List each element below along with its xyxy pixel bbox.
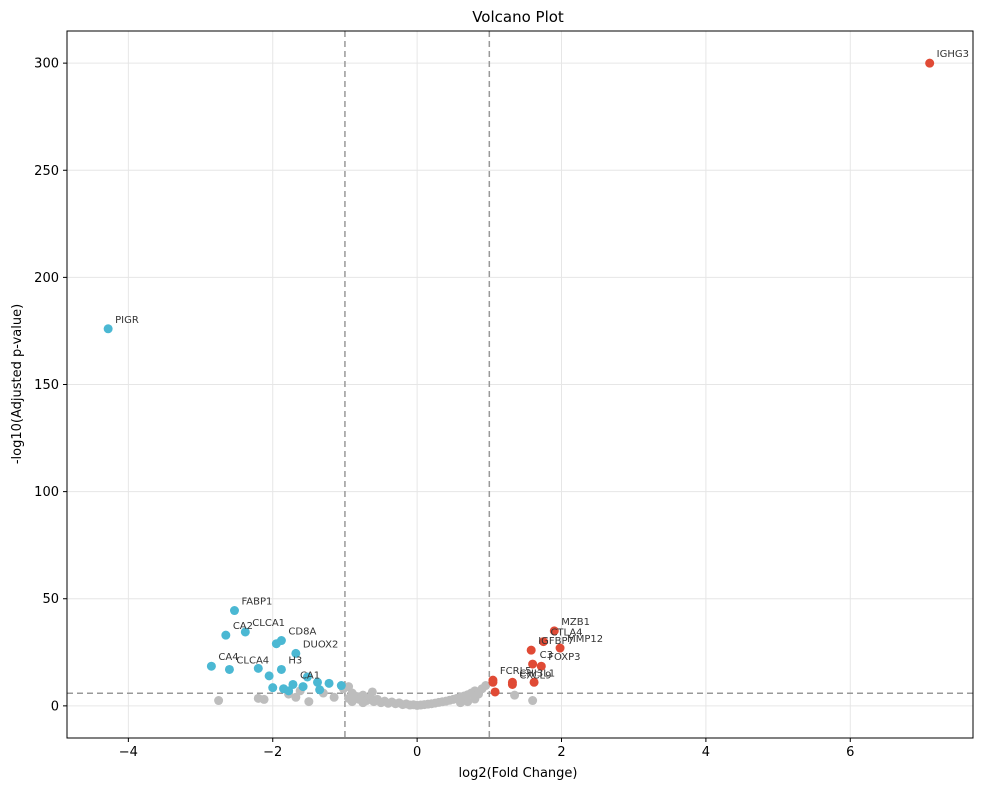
down-gene-point bbox=[284, 686, 294, 696]
ns-gene-point bbox=[291, 692, 301, 702]
down-gene-point bbox=[276, 664, 286, 674]
down-gene-point bbox=[298, 682, 308, 692]
up-gene-point bbox=[549, 626, 559, 636]
up-gene-point bbox=[528, 659, 538, 669]
ns-gene-point bbox=[304, 697, 314, 707]
x-axis-ticks: −4 −2 0 2 4 6 bbox=[119, 738, 854, 760]
ns-gene-point bbox=[463, 697, 473, 707]
ns-gene-point bbox=[470, 694, 480, 704]
down-gene-point bbox=[224, 664, 234, 674]
gene-label: CA2 bbox=[233, 621, 253, 632]
down-gene-point bbox=[240, 627, 250, 637]
x-axis-label: log2(Fold Change) bbox=[459, 766, 578, 781]
y-tick-label: 100 bbox=[34, 485, 59, 500]
down-gene-point bbox=[288, 679, 298, 689]
gene-label: CA1 bbox=[300, 670, 320, 681]
ns-gene-point bbox=[367, 687, 377, 697]
up-gene-point bbox=[488, 677, 498, 687]
down-gene-point bbox=[268, 683, 278, 693]
down-gene-point bbox=[103, 324, 113, 334]
gene-label: CLCA4 bbox=[236, 655, 269, 666]
gene-label: DUOX2 bbox=[303, 639, 338, 650]
threshold-lines bbox=[67, 31, 973, 738]
up-gene-point bbox=[925, 58, 935, 68]
down-gene-point bbox=[336, 681, 346, 691]
gene-label: H3 bbox=[288, 655, 302, 666]
y-tick-label: 150 bbox=[34, 378, 59, 393]
y-tick-label: 200 bbox=[34, 271, 59, 286]
gene-label: IGFBP7 bbox=[538, 636, 574, 647]
x-tick-label: 2 bbox=[557, 745, 565, 760]
up-gene-point bbox=[555, 643, 565, 653]
ns-gene-point bbox=[528, 696, 538, 706]
up-gene-point bbox=[526, 645, 536, 655]
up-gene-point bbox=[529, 677, 539, 687]
down-gene-point bbox=[271, 639, 281, 649]
ns-gene-point bbox=[358, 698, 368, 708]
gene-label: CTLA4 bbox=[550, 628, 582, 639]
down-gene-point bbox=[324, 678, 334, 688]
gene-label: FCRL5 bbox=[500, 666, 532, 677]
gene-label: CXCL9 bbox=[519, 670, 551, 681]
x-tick-label: 4 bbox=[702, 745, 710, 760]
down-gene-point bbox=[221, 630, 231, 640]
gene-label: IGHG3 bbox=[937, 49, 969, 60]
gene-label: MMP12 bbox=[567, 634, 603, 645]
gene-label: FABP1 bbox=[241, 597, 272, 608]
y-tick-label: 0 bbox=[51, 699, 59, 714]
gene-label: PIGR bbox=[115, 315, 139, 326]
down-gene-point bbox=[315, 685, 325, 695]
ns-gene-point bbox=[455, 698, 465, 708]
gene-label: CLCA1 bbox=[252, 618, 285, 629]
x-tick-label: 6 bbox=[846, 745, 854, 760]
gene-label: CD8A bbox=[288, 627, 316, 638]
gene-label: CHI3L1 bbox=[519, 668, 555, 679]
down-gene-point bbox=[206, 661, 216, 671]
y-tick-label: 250 bbox=[34, 164, 59, 179]
ns-gene-point bbox=[259, 694, 269, 704]
gene-label: C3 bbox=[540, 650, 553, 661]
ns-gene-point bbox=[329, 692, 339, 702]
chart-title: Volcano Plot bbox=[472, 8, 564, 26]
ns-gene-point bbox=[481, 681, 491, 691]
up-gene-point bbox=[536, 661, 546, 671]
y-axis-label: -log10(Adjusted p-value) bbox=[10, 304, 25, 464]
ns-gene-point bbox=[344, 693, 354, 703]
up-gene-point bbox=[507, 679, 517, 689]
y-tick-label: 50 bbox=[42, 592, 59, 607]
down-gene-point bbox=[291, 648, 301, 658]
y-tick-label: 300 bbox=[34, 57, 59, 72]
up-gene-point bbox=[538, 637, 548, 647]
ns-gene-point bbox=[510, 690, 520, 700]
grid-lines bbox=[67, 31, 973, 738]
down-gene-point bbox=[313, 677, 323, 687]
x-tick-label: 0 bbox=[413, 745, 421, 760]
gene-label: CA4 bbox=[218, 652, 238, 663]
gene-label: MZB1 bbox=[561, 617, 590, 628]
up-gene-point bbox=[490, 687, 500, 697]
y-axis-ticks: 0 50 100 150 200 250 300 bbox=[34, 57, 67, 714]
x-tick-label: −2 bbox=[263, 745, 282, 760]
down-gene-point bbox=[264, 671, 274, 681]
data-points bbox=[103, 58, 935, 710]
down-gene-point bbox=[302, 672, 312, 682]
down-gene-point bbox=[229, 606, 239, 616]
ns-gene-point bbox=[214, 696, 224, 706]
x-tick-label: −4 bbox=[119, 745, 138, 760]
gene-label: FOXP3 bbox=[548, 652, 580, 663]
down-gene-point bbox=[253, 663, 263, 673]
